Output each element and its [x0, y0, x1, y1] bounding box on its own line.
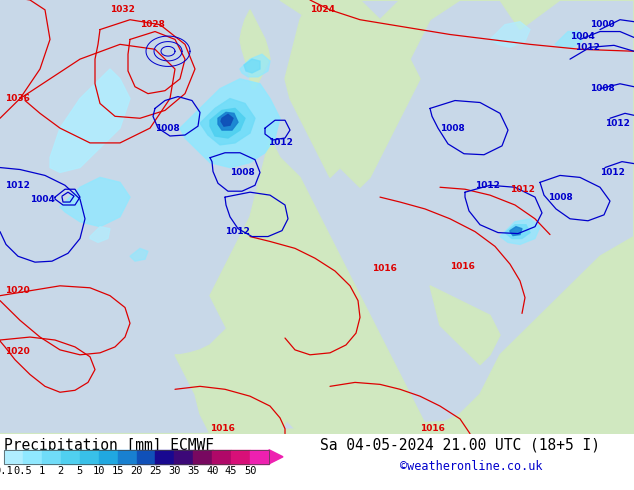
Polygon shape	[210, 138, 430, 434]
Bar	[193, 450, 212, 464]
Text: 45: 45	[225, 466, 237, 476]
Bar	[61, 450, 80, 464]
Polygon shape	[221, 114, 233, 126]
Polygon shape	[240, 10, 270, 89]
Text: 1016: 1016	[372, 264, 397, 272]
Text: 1012: 1012	[575, 43, 600, 52]
Text: ©weatheronline.co.uk: ©weatheronline.co.uk	[400, 460, 543, 473]
Polygon shape	[244, 59, 260, 73]
Text: 10: 10	[93, 466, 105, 476]
Polygon shape	[0, 404, 634, 434]
Polygon shape	[50, 69, 130, 172]
Text: 1028: 1028	[140, 20, 165, 29]
Polygon shape	[430, 286, 500, 365]
Polygon shape	[60, 177, 130, 227]
Text: 1008: 1008	[155, 123, 180, 133]
Text: 1012: 1012	[225, 227, 250, 236]
Polygon shape	[500, 219, 540, 245]
Text: 1012: 1012	[600, 168, 625, 177]
Text: 2: 2	[58, 466, 64, 476]
Bar	[80, 450, 99, 464]
Text: 1012: 1012	[510, 185, 535, 194]
Polygon shape	[175, 316, 290, 434]
Text: 1008: 1008	[230, 168, 255, 177]
Text: 1016: 1016	[210, 424, 235, 433]
Polygon shape	[280, 0, 634, 434]
Polygon shape	[505, 225, 530, 239]
Text: 1024: 1024	[310, 5, 335, 14]
Text: 1036: 1036	[5, 94, 30, 103]
Polygon shape	[200, 98, 255, 145]
Bar	[117, 450, 137, 464]
Text: 20: 20	[130, 466, 143, 476]
Text: 1032: 1032	[110, 5, 135, 14]
Polygon shape	[555, 31, 582, 48]
Text: 1012: 1012	[475, 181, 500, 190]
Text: 1004: 1004	[30, 195, 55, 203]
Text: 1016: 1016	[450, 262, 475, 270]
Bar	[42, 450, 61, 464]
Text: Sa 04-05-2024 21.00 UTC (18+5 I): Sa 04-05-2024 21.00 UTC (18+5 I)	[320, 438, 600, 453]
Bar	[23, 450, 42, 464]
Bar	[4, 450, 23, 464]
Polygon shape	[240, 54, 270, 77]
Text: 1008: 1008	[548, 193, 573, 201]
Bar	[250, 450, 269, 464]
Text: 1004: 1004	[570, 32, 595, 41]
Bar	[231, 450, 250, 464]
Bar	[99, 450, 118, 464]
Text: 30: 30	[168, 466, 181, 476]
Text: 40: 40	[206, 466, 219, 476]
Bar	[4, 450, 269, 464]
Text: 1016: 1016	[420, 424, 445, 433]
Bar	[174, 450, 193, 464]
Text: 0.1: 0.1	[0, 466, 13, 476]
Text: 1008: 1008	[590, 84, 615, 93]
Bar	[136, 450, 156, 464]
Text: 5: 5	[77, 466, 83, 476]
Polygon shape	[180, 79, 280, 168]
Text: 15: 15	[112, 466, 124, 476]
Text: 25: 25	[149, 466, 162, 476]
Text: 0.5: 0.5	[13, 466, 32, 476]
Text: 35: 35	[187, 466, 200, 476]
Text: 50: 50	[244, 466, 256, 476]
Polygon shape	[130, 248, 148, 261]
Polygon shape	[325, 316, 360, 394]
Text: 1020: 1020	[5, 286, 30, 295]
Polygon shape	[90, 227, 110, 243]
Text: 1012: 1012	[605, 119, 630, 128]
Text: 1020: 1020	[5, 347, 30, 356]
Text: 1: 1	[39, 466, 45, 476]
Polygon shape	[210, 108, 245, 138]
Polygon shape	[218, 112, 238, 130]
Polygon shape	[510, 227, 522, 236]
Polygon shape	[490, 22, 530, 48]
Text: Precipitation [mm] ECMWF: Precipitation [mm] ECMWF	[4, 438, 214, 453]
Bar	[155, 450, 174, 464]
Polygon shape	[285, 0, 430, 187]
Bar	[212, 450, 231, 464]
Polygon shape	[269, 450, 283, 464]
Text: 1012: 1012	[268, 138, 293, 147]
Text: 1012: 1012	[5, 181, 30, 190]
Text: 1008: 1008	[440, 123, 465, 133]
Text: 1000: 1000	[590, 20, 614, 29]
